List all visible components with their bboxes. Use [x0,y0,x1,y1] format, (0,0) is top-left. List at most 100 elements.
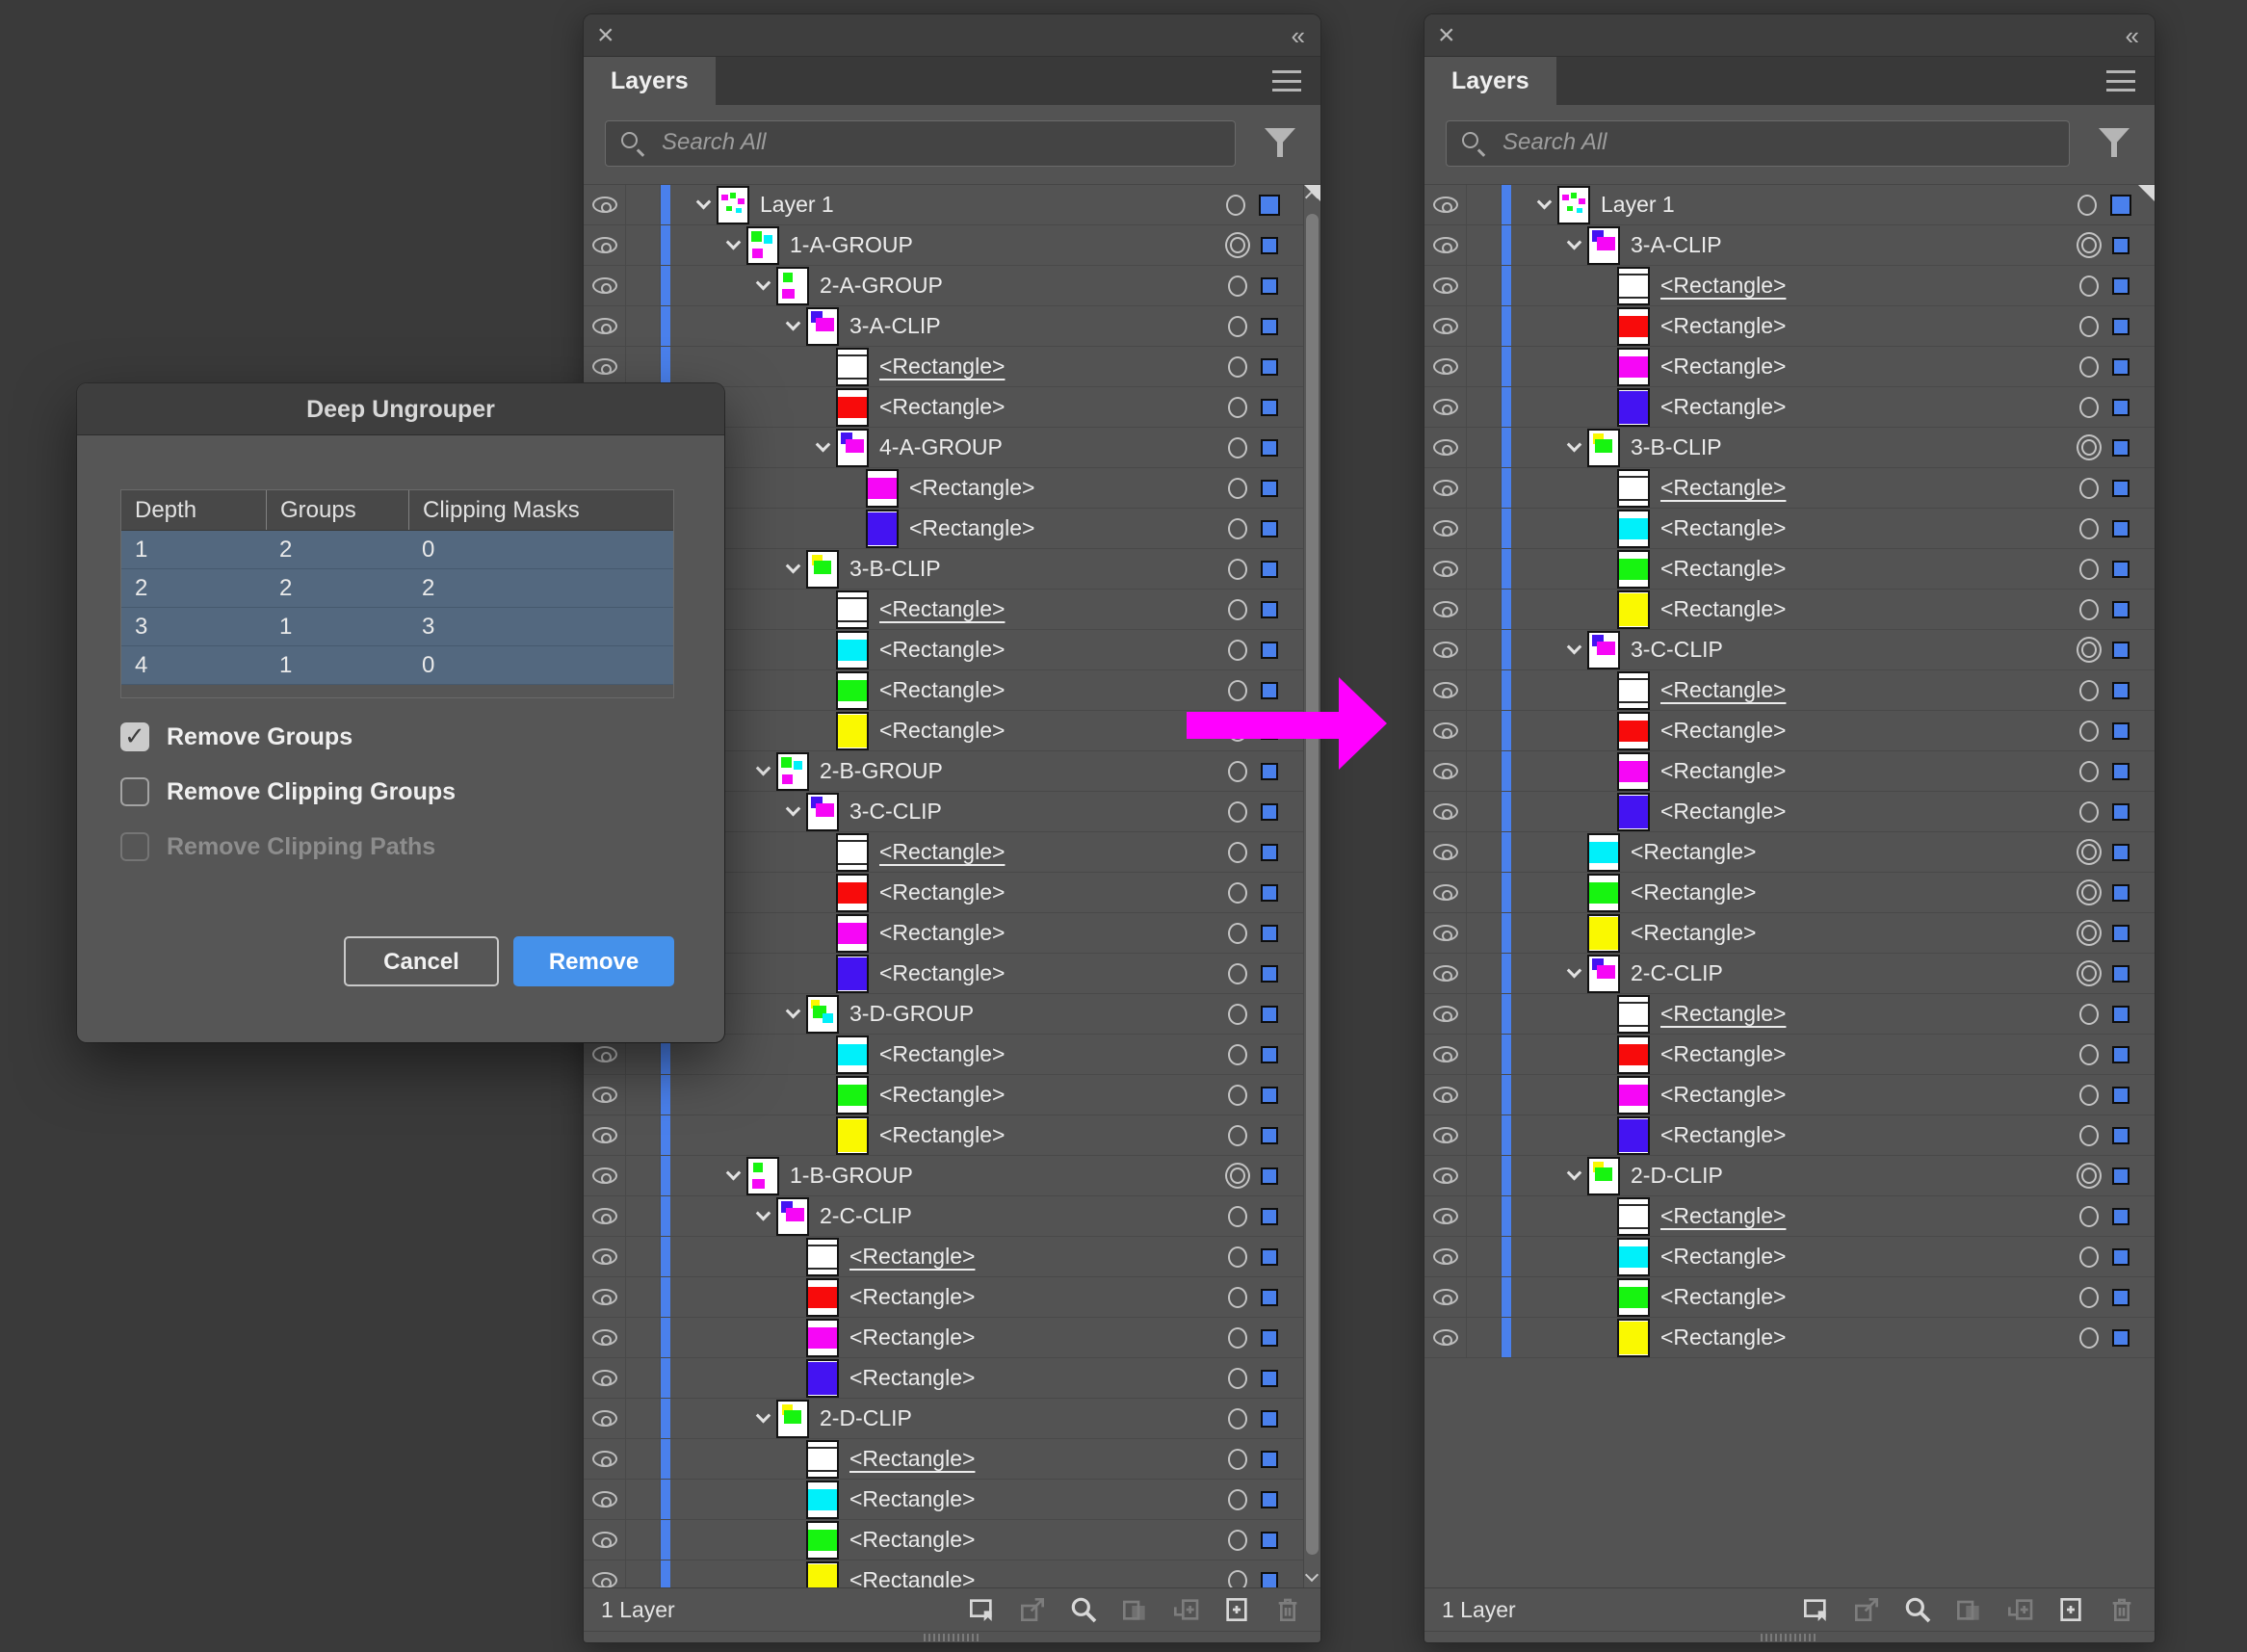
search-input[interactable] [1501,123,2061,162]
selection-color-chip[interactable] [1261,357,1278,376]
lock-toggle[interactable] [1467,913,1502,953]
visibility-toggle[interactable] [584,1318,626,1357]
layer-label[interactable]: <Rectangle> [849,1527,976,1552]
layer-label[interactable]: <Rectangle> [1660,1082,1787,1107]
target-circle[interactable] [2079,1084,2099,1106]
visibility-toggle[interactable] [584,1035,626,1074]
layer-row[interactable]: <Rectangle> [1424,468,2155,509]
selection-color-chip[interactable] [2112,398,2129,416]
target-circle[interactable] [1228,1246,1247,1268]
visibility-toggle[interactable] [1424,306,1467,346]
layer-row[interactable]: <Rectangle> [584,1115,1303,1156]
selection-color-chip[interactable] [2112,1207,2129,1225]
lock-toggle[interactable] [626,1358,661,1398]
target-circle[interactable] [1228,760,1247,782]
target-circle[interactable] [2079,679,2099,701]
selection-color-chip[interactable] [2112,276,2129,295]
layer-label[interactable]: <Rectangle> [1660,1041,1787,1066]
target-circle[interactable] [2079,1286,2099,1308]
expand-chevron[interactable] [1560,639,1587,655]
selection-color-chip[interactable] [2112,1328,2129,1347]
layer-label[interactable]: <Rectangle> [909,515,1035,540]
layer-label[interactable]: 3-C-CLIP [1631,637,1723,662]
selection-color-chip[interactable] [2112,560,2129,578]
remove-button[interactable]: Remove [513,936,674,986]
selection-color-chip[interactable] [1261,1328,1278,1347]
lock-toggle[interactable] [1467,590,1502,629]
target-circle[interactable] [2079,1205,2099,1227]
visibility-toggle[interactable] [584,306,626,346]
visibility-toggle[interactable] [1424,1196,1467,1236]
layer-row[interactable]: 3-C-CLIP [1424,630,2155,670]
selection-color-chip[interactable] [2112,1045,2129,1063]
selection-color-chip[interactable] [2112,519,2129,538]
visibility-toggle[interactable] [584,1075,626,1114]
layer-row[interactable]: 1-A-GROUP [584,225,1303,266]
layer-label[interactable]: <Rectangle> [849,1486,976,1511]
visibility-toggle[interactable] [1424,711,1467,750]
layer-label[interactable]: <Rectangle> [879,1082,1006,1107]
visibility-toggle[interactable] [1424,347,1467,386]
target-circle[interactable] [2077,879,2102,905]
resize-gripper[interactable] [584,1631,1320,1642]
layer-label[interactable]: <Rectangle> [1660,758,1787,783]
target-circle[interactable] [2079,1003,2099,1025]
target-circle[interactable] [2079,1326,2099,1349]
depth-table-row[interactable]: 3 1 3 [121,608,673,646]
selection-color-chip[interactable] [2112,762,2129,780]
layer-label[interactable]: <Rectangle> [1660,394,1787,419]
target-circle[interactable] [2079,1246,2099,1268]
layer-row[interactable]: <Rectangle> [1424,670,2155,711]
layer-row[interactable]: <Rectangle> [584,1560,1303,1588]
tab-layers[interactable]: Layers [1424,57,1556,105]
visibility-toggle[interactable] [1424,266,1467,305]
selection-color-chip[interactable] [2112,1288,2129,1306]
layer-label[interactable]: <Rectangle> [1660,1001,1787,1026]
selection-color-chip[interactable] [1261,883,1278,902]
expand-chevron[interactable] [1560,234,1587,250]
layer-label[interactable]: 2-D-CLIP [1631,1163,1723,1188]
close-icon[interactable]: × [1438,19,1455,51]
layer-label[interactable]: <Rectangle> [879,394,1006,419]
target-circle[interactable] [1228,1488,1247,1510]
layer-label[interactable]: <Rectangle> [1631,920,1757,945]
lock-toggle[interactable] [626,1318,661,1357]
visibility-toggle[interactable] [1424,185,1467,224]
lock-toggle[interactable] [1467,185,1502,224]
selection-color-chip[interactable] [1261,1288,1278,1306]
target-circle[interactable] [2079,1124,2099,1146]
layer-label[interactable]: <Rectangle> [849,1567,976,1588]
visibility-toggle[interactable] [1424,913,1467,953]
layer-label[interactable]: <Rectangle> [879,960,1006,985]
layer-row[interactable]: <Rectangle> [1424,509,2155,549]
target-circle[interactable] [1228,1084,1247,1106]
locate-object-icon[interactable] [1902,1594,1933,1625]
visibility-toggle[interactable] [1424,751,1467,791]
layer-row[interactable]: <Rectangle> [1424,873,2155,913]
lock-toggle[interactable] [626,1520,661,1560]
layer-label[interactable]: 1-A-GROUP [790,232,913,257]
target-circle[interactable] [2079,720,2099,742]
make-clip-frame-icon[interactable] [1800,1594,1831,1625]
target-circle[interactable] [2079,275,2099,297]
selection-color-chip[interactable] [1261,1167,1278,1185]
lock-toggle[interactable] [1467,509,1502,548]
layer-row[interactable]: 2-D-CLIP [1424,1156,2155,1196]
selection-color-chip[interactable] [2112,641,2129,659]
expand-chevron[interactable] [749,760,776,776]
target-circle[interactable] [1228,1569,1247,1587]
lock-toggle[interactable] [1467,266,1502,305]
target-circle[interactable] [1228,841,1247,863]
target-circle[interactable] [2079,558,2099,580]
search-input[interactable] [660,123,1227,162]
lock-toggle[interactable] [1467,751,1502,791]
selection-color-chip[interactable] [2112,802,2129,821]
lock-toggle[interactable] [1467,387,1502,427]
layer-row[interactable]: 2-A-GROUP [584,266,1303,306]
layer-label[interactable]: <Rectangle> [849,1244,976,1269]
selection-color-chip[interactable] [1261,398,1278,416]
target-circle[interactable] [2079,315,2099,337]
visibility-toggle[interactable] [1424,590,1467,629]
lock-toggle[interactable] [1467,1196,1502,1236]
lock-toggle[interactable] [1467,792,1502,831]
